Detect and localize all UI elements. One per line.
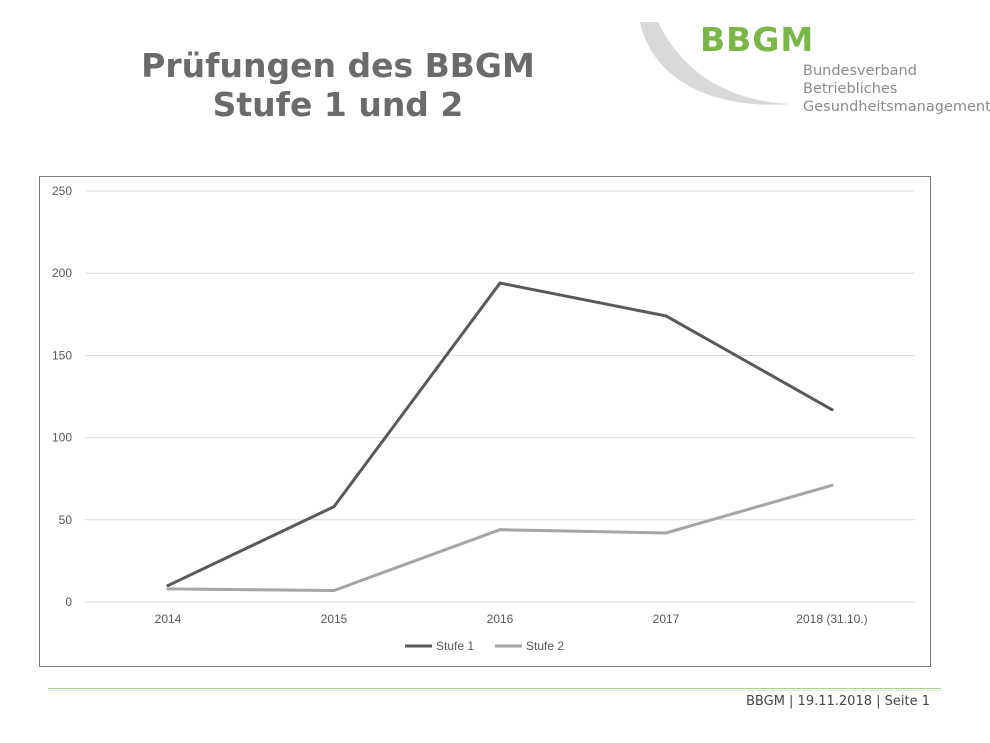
data-point-s2-2 — [498, 528, 502, 532]
footer-divider — [48, 688, 941, 689]
data-point-s2-3 — [664, 531, 668, 535]
legend-label-1: Stufe 1 — [436, 639, 474, 653]
x-tick-label-4: 2018 (31.10.) — [796, 612, 867, 626]
data-point-s2-1 — [332, 588, 336, 592]
footer-text: BBGM | 19.11.2018 | Seite 1 — [746, 694, 930, 709]
logo-line-2: Betriebliches — [803, 81, 898, 97]
x-tick-label-0: 2014 — [155, 612, 182, 626]
logo-line-3: Gesundheitsmanagement — [803, 99, 990, 115]
legend-label-2: Stufe 2 — [526, 639, 564, 653]
logo-swoosh-icon — [640, 22, 790, 105]
logo-line-1: Bundesverband — [803, 63, 917, 79]
data-point-s2-4 — [830, 483, 834, 487]
title-line-2: Stufe 1 und 2 — [212, 85, 464, 124]
title-line-1: Prüfungen des BBGM — [141, 46, 535, 85]
data-point-s1-4 — [830, 408, 834, 412]
data-point-s2-0 — [166, 587, 170, 591]
line-chart: 0 50 100 150 200 250 2014 2015 2016 2017 2018 (31.… — [52, 184, 915, 653]
bbgm-logo: BBGM Bundesverband Betriebliches Gesundh… — [630, 18, 990, 118]
x-tick-label-2: 2016 — [487, 612, 514, 626]
footer-divider-shadow — [48, 690, 941, 691]
x-tick-label-1: 2015 — [321, 612, 348, 626]
slide-title: Prüfungen des BBGM Stufe 1 und 2 — [118, 46, 558, 124]
y-tick-label-150: 150 — [52, 348, 72, 362]
data-point-s1-1 — [332, 505, 336, 509]
logo-wordmark: BBGM — [700, 20, 815, 59]
data-point-s1-3 — [664, 314, 668, 318]
y-tick-label-0: 0 — [65, 595, 72, 609]
y-tick-label-200: 200 — [52, 266, 72, 280]
y-tick-label-250: 250 — [52, 184, 72, 198]
data-point-s1-2 — [498, 281, 502, 285]
y-tick-label-100: 100 — [52, 431, 72, 445]
y-tick-label-50: 50 — [59, 513, 73, 527]
data-point-s1-0 — [166, 584, 170, 588]
series-line-1 — [166, 281, 834, 588]
logo-subtitle: Bundesverband Betriebliches Gesundheitsm… — [803, 62, 990, 116]
chart-frame: 0 50 100 150 200 250 2014 2015 2016 2017 2018 (31.… — [39, 176, 931, 667]
x-tick-label-3: 2017 — [653, 612, 680, 626]
